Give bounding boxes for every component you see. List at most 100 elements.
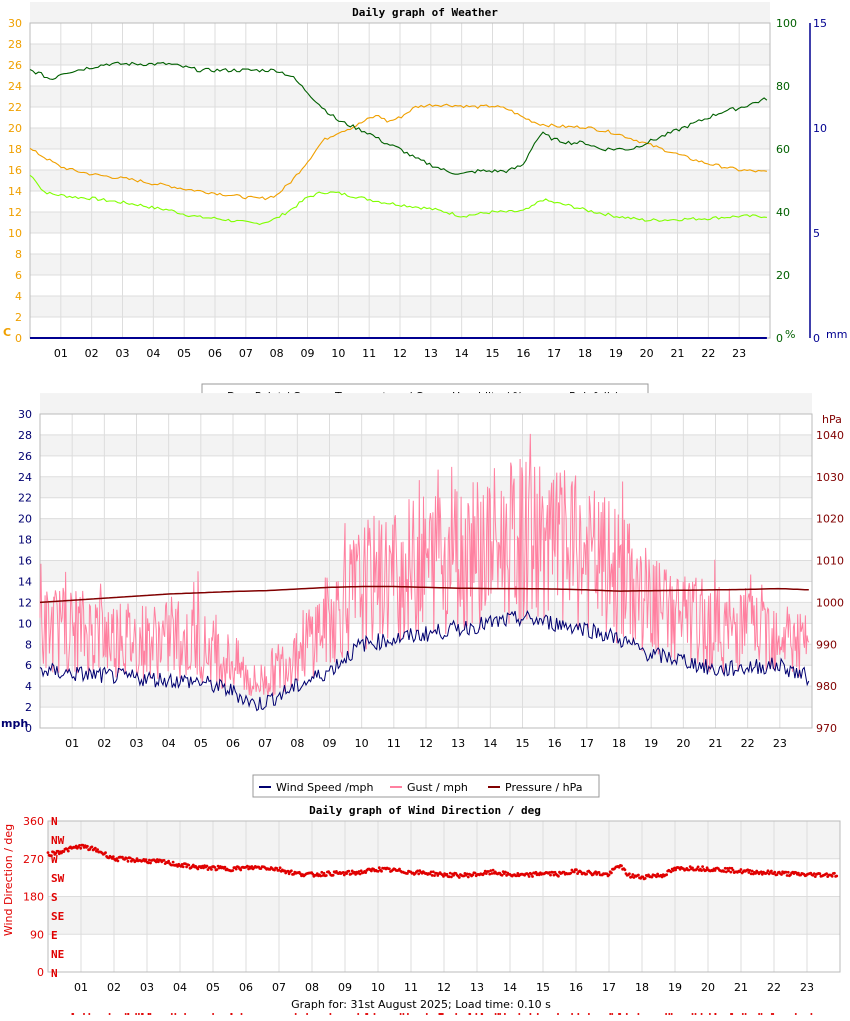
x-tick-label: 21 bbox=[734, 981, 748, 994]
direction-point bbox=[727, 869, 730, 873]
direction-point bbox=[154, 860, 158, 864]
y-tick-label: 4 bbox=[25, 680, 32, 693]
direction-point bbox=[526, 873, 530, 876]
bottom-marker bbox=[691, 1013, 694, 1015]
direction-point bbox=[115, 857, 119, 860]
direction-point bbox=[812, 872, 816, 875]
direction-point bbox=[275, 866, 279, 870]
y-tick-label: 270 bbox=[23, 853, 44, 866]
bottom-marker bbox=[230, 1013, 233, 1015]
x-tick-label: 02 bbox=[85, 347, 99, 360]
direction-point bbox=[701, 865, 704, 868]
y2-tick-label: 1040 bbox=[816, 429, 844, 442]
direction-point bbox=[728, 866, 732, 870]
direction-point bbox=[90, 845, 94, 849]
x-tick-label: 14 bbox=[503, 981, 517, 994]
x-tick-label: 06 bbox=[226, 737, 240, 750]
compass-label: NW bbox=[51, 834, 65, 847]
direction-point bbox=[766, 869, 770, 873]
bottom-marker bbox=[714, 1013, 717, 1015]
direction-point bbox=[213, 866, 217, 869]
direction-point bbox=[484, 872, 488, 875]
direction-point bbox=[167, 859, 171, 863]
direction-point bbox=[380, 869, 383, 873]
x-tick-label: 16 bbox=[548, 737, 562, 750]
direction-point bbox=[569, 871, 573, 875]
y2-tick-label: 1010 bbox=[816, 555, 844, 568]
direction-point bbox=[488, 872, 492, 876]
bottom-marker bbox=[71, 1013, 74, 1015]
bottom-marker bbox=[730, 1013, 732, 1015]
direction-point bbox=[527, 875, 531, 878]
y-tick-label: 6 bbox=[15, 269, 22, 282]
bottom-marker bbox=[665, 1013, 668, 1015]
direction-point bbox=[277, 868, 281, 872]
bottom-marker bbox=[149, 1013, 152, 1015]
direction-point bbox=[780, 873, 783, 876]
bottom-marker bbox=[503, 1013, 506, 1015]
x-tick-label: 15 bbox=[536, 981, 550, 994]
direction-point bbox=[146, 861, 150, 865]
direction-point bbox=[283, 869, 286, 873]
direction-point bbox=[149, 861, 152, 865]
x-tick-label: 04 bbox=[173, 981, 187, 994]
direction-point bbox=[111, 855, 115, 859]
bottom-marker bbox=[399, 1013, 402, 1015]
bottom-marker bbox=[794, 1013, 797, 1015]
y-tick-label: 90 bbox=[30, 928, 44, 941]
bottom-marker bbox=[625, 1013, 628, 1015]
y-tick-label: 24 bbox=[8, 80, 22, 93]
direction-point bbox=[134, 859, 138, 863]
x-tick-label: 16 bbox=[516, 347, 530, 360]
bottom-marker bbox=[497, 1013, 500, 1015]
compass-label: SW bbox=[51, 872, 65, 885]
bottom-marker bbox=[402, 1013, 405, 1015]
direction-point bbox=[341, 871, 345, 874]
direction-point bbox=[184, 862, 187, 866]
y3-unit-label: mm bbox=[826, 328, 847, 341]
direction-point bbox=[429, 870, 433, 874]
direction-point bbox=[597, 871, 601, 874]
direction-point bbox=[749, 872, 753, 876]
direction-point bbox=[784, 870, 788, 874]
direction-point bbox=[56, 849, 60, 853]
direction-point bbox=[364, 871, 368, 874]
y-tick-label: 180 bbox=[23, 891, 44, 904]
y2-tick-label: 1030 bbox=[816, 471, 844, 484]
compass-label: S bbox=[51, 891, 58, 904]
direction-point bbox=[345, 872, 348, 875]
x-tick-label: 05 bbox=[206, 981, 220, 994]
direction-point bbox=[247, 867, 251, 871]
direction-point bbox=[785, 874, 789, 877]
x-tick-label: 22 bbox=[741, 737, 755, 750]
direction-point bbox=[81, 843, 85, 847]
direction-point bbox=[417, 872, 421, 876]
bottom-marker bbox=[529, 1013, 532, 1015]
bottom-marker bbox=[536, 1013, 539, 1015]
legend-label: Pressure / hPa bbox=[505, 781, 583, 794]
y-tick-label: 28 bbox=[8, 38, 22, 51]
x-tick-label: 13 bbox=[424, 347, 438, 360]
x-tick-label: 22 bbox=[767, 981, 781, 994]
bottom-marker bbox=[469, 1013, 472, 1015]
y2-unit-label: hPa bbox=[822, 413, 842, 426]
direction-point bbox=[321, 874, 325, 877]
y-tick-label: 10 bbox=[18, 617, 32, 630]
direction-point bbox=[473, 871, 477, 875]
direction-point bbox=[435, 871, 439, 875]
direction-point bbox=[448, 871, 452, 875]
y-unit-label: mph bbox=[1, 717, 28, 730]
direction-point bbox=[835, 874, 839, 878]
x-tick-label: 02 bbox=[97, 737, 111, 750]
y-tick-label: 4 bbox=[15, 290, 22, 303]
bottom-marker bbox=[518, 1013, 521, 1015]
bottom-marker bbox=[137, 1013, 140, 1015]
direction-point bbox=[125, 857, 129, 860]
direction-point bbox=[759, 870, 763, 874]
direction-point bbox=[202, 866, 205, 870]
x-tick-label: 17 bbox=[602, 981, 616, 994]
bottom-marker bbox=[366, 1013, 369, 1015]
direction-point bbox=[74, 844, 78, 848]
